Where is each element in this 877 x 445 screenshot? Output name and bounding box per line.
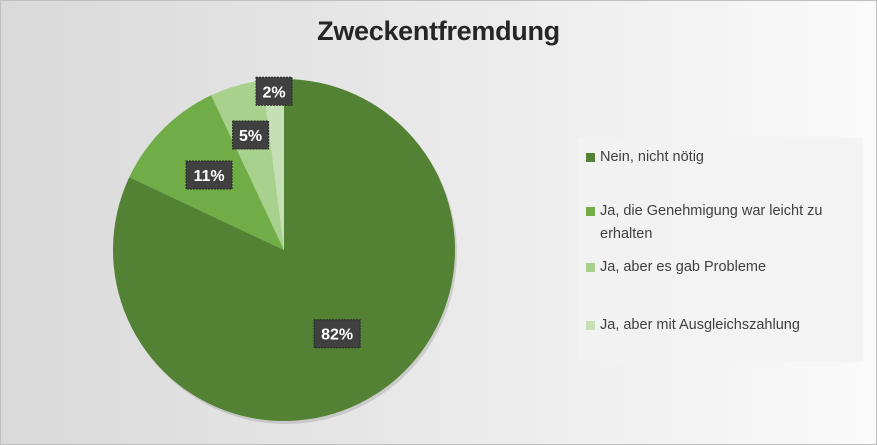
legend-label: Ja, aber mit Ausgleichszahlung (600, 317, 800, 333)
legend-swatch (586, 263, 595, 272)
legend-item-nein: Nein, nicht nötig (586, 146, 861, 169)
data-label-ja-leicht: 11% (185, 160, 233, 190)
legend-label: Ja, aber es gab Probleme (600, 259, 767, 275)
legend-swatch (586, 207, 595, 216)
legend-swatch (586, 153, 595, 162)
data-label-text: 2% (262, 84, 285, 101)
data-label-nein: 82% (313, 319, 361, 349)
legend-item-ja-probleme: Ja, aber es gab Probleme (586, 256, 861, 279)
legend-label: Ja, die Genehmigung war leicht zu erhalt… (600, 203, 823, 242)
data-label-ja-probleme: 5% (232, 120, 270, 150)
legend-item-ja-ausgleich: Ja, aber mit Ausgleichszahlung (586, 314, 861, 337)
legend-label: Nein, nicht nötig (600, 149, 704, 165)
data-label-ja-ausgleich: 2% (255, 76, 293, 106)
legend-swatch (586, 321, 595, 330)
data-label-text: 11% (193, 168, 224, 185)
data-label-box (185, 160, 233, 190)
legend: Nein, nicht nötig Ja, die Genehmigung wa… (578, 138, 863, 362)
data-label-text: 5% (239, 128, 262, 145)
data-label-box (313, 319, 361, 349)
data-label-box (232, 120, 270, 150)
data-label-text: 82% (321, 327, 353, 344)
data-label-box (255, 76, 293, 106)
chart-title: Zweckentfremdung (317, 16, 560, 46)
legend-item-ja-leicht: Ja, die Genehmigung war leicht zu erhalt… (586, 200, 861, 246)
